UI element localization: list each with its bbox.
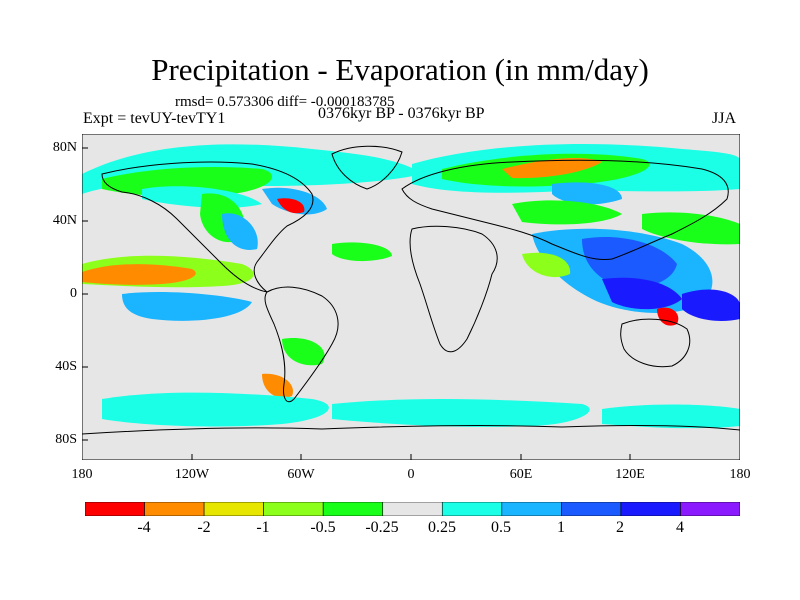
x-label-60e: 60E [509,467,533,482]
colorbar-label: -0.5 [310,519,336,536]
y-label-0: 0 [70,286,77,301]
colorbar-label: -2 [197,519,211,536]
y-label-80n: 80N [52,140,77,155]
colorbar-swatch [382,502,443,516]
x-label-120e: 120E [615,467,645,482]
y-label-80s: 80S [55,432,77,447]
x-label-180e: 180 [729,467,751,482]
coastlines [82,145,740,435]
y-label-40n: 40N [52,213,77,228]
x-ticks [82,454,740,460]
colorbar-swatch [441,502,503,516]
colorbar-label: -4 [137,519,151,536]
precip-evap-map [82,134,740,460]
y-label-40s: 40S [55,359,77,374]
season-label: JJA [712,110,737,127]
colorbar-label: 2 [616,519,624,536]
colorbar-label: 0.5 [491,519,511,536]
colorbar-label: 4 [676,519,684,536]
colorbar-swatch [620,502,681,516]
field-patches [82,144,740,429]
y-ticks [82,147,88,441]
colorbar-swatch [263,502,324,516]
colorbar-swatch [561,502,622,516]
colorbar-label: 1 [557,519,565,536]
map-title: Precipitation - Evaporation (in mm/day) [151,52,649,87]
colorbar-swatch [680,502,740,516]
colorbar-swatch [203,502,264,516]
experiment-label: Expt = tevUY-tevTY1 [83,110,226,127]
colorbar [85,502,740,516]
x-label-120w: 120W [174,467,210,482]
stats-text: rmsd= 0.573306 diff= -0.000183785 [175,94,395,110]
x-label-60w: 60W [287,467,315,482]
colorbar-label: -1 [256,519,270,536]
colorbar-label: -0.25 [365,519,399,536]
colorbar-swatch [144,502,205,516]
colorbar-label: 0.25 [428,519,456,536]
colorbar-swatch [322,502,384,516]
x-label-0: 0 [407,467,415,482]
x-label-180w: 180 [71,467,93,482]
period-label: 0376kyr BP - 0376kyr BP [318,105,485,122]
colorbar-swatch [85,502,145,516]
colorbar-swatch [501,502,562,516]
